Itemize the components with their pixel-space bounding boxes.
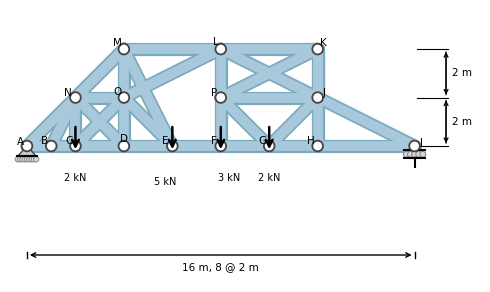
Circle shape: [119, 92, 129, 103]
Circle shape: [70, 92, 81, 103]
Circle shape: [70, 141, 81, 151]
Circle shape: [167, 141, 178, 151]
Circle shape: [29, 157, 34, 162]
Circle shape: [46, 141, 56, 151]
Circle shape: [119, 44, 129, 54]
Circle shape: [18, 157, 23, 162]
Circle shape: [119, 141, 129, 151]
Circle shape: [22, 157, 27, 162]
Text: 16 m, 8 @ 2 m: 16 m, 8 @ 2 m: [182, 262, 259, 272]
Circle shape: [31, 157, 37, 162]
Circle shape: [216, 141, 226, 151]
Text: G: G: [258, 136, 267, 146]
Text: N: N: [64, 88, 72, 98]
Text: A: A: [17, 137, 24, 147]
Text: C: C: [65, 136, 73, 146]
Circle shape: [22, 141, 32, 151]
Circle shape: [24, 157, 30, 162]
Circle shape: [312, 92, 323, 103]
Text: E: E: [162, 136, 169, 146]
Circle shape: [409, 141, 420, 151]
Text: J: J: [322, 88, 325, 98]
Text: I: I: [420, 138, 423, 148]
Circle shape: [20, 157, 25, 162]
Text: O: O: [113, 87, 121, 97]
Circle shape: [15, 157, 21, 162]
Text: L: L: [213, 37, 219, 47]
Text: 2 kN: 2 kN: [64, 173, 87, 182]
Text: F: F: [211, 136, 217, 146]
Text: P: P: [211, 88, 217, 98]
Text: D: D: [120, 134, 128, 144]
Text: 2 m: 2 m: [452, 68, 472, 78]
Text: 3 kN: 3 kN: [218, 173, 241, 182]
Circle shape: [216, 44, 226, 54]
Text: H: H: [307, 136, 315, 146]
Text: 2 kN: 2 kN: [258, 173, 280, 182]
Circle shape: [312, 44, 323, 54]
Circle shape: [403, 151, 409, 157]
Circle shape: [412, 151, 417, 157]
Text: B: B: [41, 136, 48, 146]
Text: 5 kN: 5 kN: [154, 178, 176, 187]
Circle shape: [312, 141, 323, 151]
Circle shape: [420, 151, 426, 157]
Text: 2 m: 2 m: [452, 117, 472, 127]
Circle shape: [33, 157, 39, 162]
Text: K: K: [319, 38, 326, 48]
Text: M: M: [113, 38, 122, 48]
Circle shape: [408, 151, 414, 157]
Circle shape: [264, 141, 274, 151]
Circle shape: [416, 151, 421, 157]
Circle shape: [216, 92, 226, 103]
Polygon shape: [18, 146, 36, 156]
Circle shape: [26, 157, 32, 162]
